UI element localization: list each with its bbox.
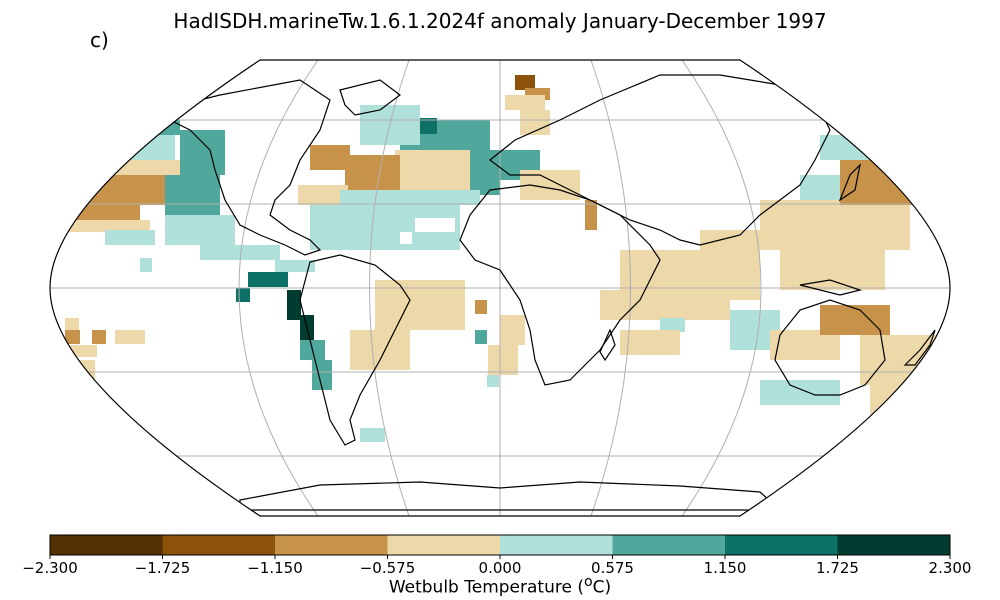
colorbar-label: Wetbulb Temperature (oC)	[0, 574, 1000, 598]
anomaly-cell	[248, 272, 288, 287]
anomaly-cell	[275, 260, 315, 272]
anomaly-cell	[585, 200, 597, 230]
anomaly-cell	[200, 245, 280, 260]
anomaly-cell	[180, 130, 225, 175]
anomaly-cell	[62, 345, 97, 357]
colorbar-segment	[612, 535, 725, 555]
anomaly-cell	[312, 360, 332, 390]
anomaly-cell	[870, 380, 930, 415]
anomaly-cell	[475, 300, 487, 314]
anomaly-cell	[395, 150, 470, 190]
colorbar-tick-label: 0.000	[478, 559, 522, 577]
anomaly-cell	[515, 75, 535, 90]
anomaly-cell	[140, 258, 152, 272]
anomaly-cell	[65, 318, 79, 330]
anomaly-cell	[620, 330, 680, 355]
anomaly-cell	[505, 95, 545, 110]
anomaly-cell	[820, 305, 890, 335]
colorbar-segment	[500, 535, 613, 555]
colorbar-segment	[725, 535, 838, 555]
anomaly-cell	[165, 175, 220, 215]
colorbar-segment	[387, 535, 500, 555]
missing-cell	[415, 218, 455, 232]
anomaly-cell	[500, 315, 525, 345]
anomaly-cell	[890, 400, 915, 415]
anomaly-cell	[60, 175, 165, 205]
colorbar-label-prefix: Wetbulb Temperature (	[388, 577, 584, 598]
anomaly-cell	[487, 375, 499, 387]
anomaly-cell	[800, 175, 840, 200]
anomaly-cell	[80, 160, 180, 175]
colorbar-tick-label: 2.300	[928, 559, 972, 577]
anomaly-cell	[165, 215, 235, 245]
anomaly-cell	[660, 318, 685, 332]
colorbar-segment	[837, 535, 950, 555]
anomaly-cell	[287, 290, 301, 320]
graticule	[50, 60, 950, 516]
anomaly-cell	[92, 330, 106, 344]
colorbar-segment	[50, 535, 163, 555]
anomaly-cell	[298, 185, 348, 205]
colorbar-tick-label: 0.575	[591, 559, 634, 577]
map-outline	[49, 59, 951, 517]
anomaly-cell	[60, 205, 140, 220]
anomaly-cell	[310, 145, 350, 170]
colorbar-label-sup: o	[583, 574, 593, 590]
anomaly-cell	[780, 250, 885, 290]
panel-label: c)	[90, 28, 109, 52]
colorbar-segment	[275, 535, 388, 555]
anomaly-cells	[60, 75, 940, 442]
anomaly-cell	[760, 380, 840, 405]
anomaly-cell	[415, 118, 437, 134]
anomaly-cell	[760, 200, 910, 250]
anomaly-cell	[620, 250, 700, 290]
anomaly-cell	[350, 330, 410, 370]
anomaly-cell	[820, 135, 910, 160]
colorbar-tick-label: −0.575	[359, 559, 416, 577]
anomaly-cell	[840, 160, 940, 205]
anomaly-cell	[85, 135, 175, 160]
colorbar-tick-label: 1.150	[703, 559, 747, 577]
anomaly-cell	[470, 150, 500, 195]
colorbar-tick-label: −1.150	[247, 559, 303, 577]
colorbar-tick-label: 1.725	[816, 559, 859, 577]
colorbar-tick-label: −2.300	[22, 559, 78, 577]
anomaly-cell	[65, 330, 80, 344]
anomaly-cell	[488, 345, 518, 375]
anomaly-cell	[475, 330, 487, 344]
anomaly-cell	[236, 288, 250, 302]
anomaly-cell	[345, 155, 400, 190]
missing-cell	[400, 232, 412, 244]
anomaly-cell	[860, 335, 940, 385]
anomaly-cell	[700, 230, 760, 300]
coastlines	[158, 74, 936, 511]
anomaly-cell	[105, 230, 155, 245]
colorbar-segment	[162, 535, 275, 555]
colorbar-label-suffix: C)	[592, 577, 612, 598]
anomaly-cell	[360, 428, 385, 442]
map-title: HadISDH.marineTw.1.6.1.2024f anomaly Jan…	[173, 9, 827, 33]
colorbar-tick-label: −1.725	[134, 559, 191, 577]
anomaly-cell	[340, 190, 480, 205]
colorbar	[49, 534, 951, 559]
anomaly-cell	[60, 220, 150, 232]
anomaly-cell	[115, 330, 145, 344]
